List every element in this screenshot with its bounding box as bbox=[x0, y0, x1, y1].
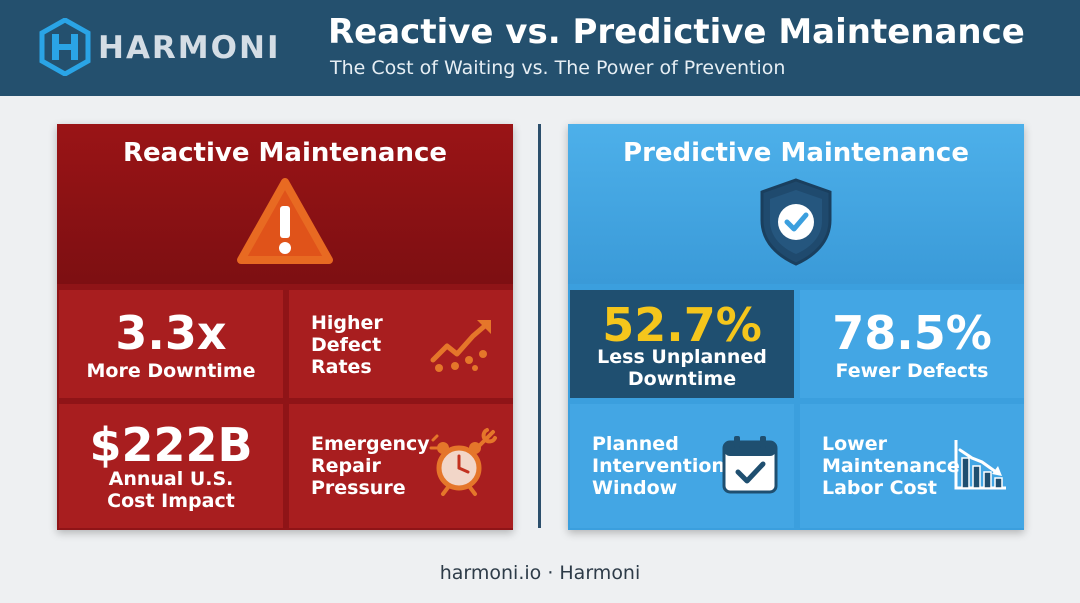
center-divider bbox=[538, 124, 541, 528]
calendar-check-icon bbox=[722, 436, 778, 494]
labor-label: Lower Maintenance Labor Cost bbox=[822, 433, 960, 499]
predictive-labor-tile: Lower Maintenance Labor Cost bbox=[800, 404, 1024, 528]
declining-bar-chart-icon bbox=[954, 440, 1006, 490]
page-subtitle: The Cost of Waiting vs. The Power of Pre… bbox=[330, 57, 786, 79]
defect-reduction-caption: Fewer Defects bbox=[835, 360, 989, 382]
reactive-downtime-tile: 3.3x More Downtime bbox=[59, 290, 283, 398]
defect-reduction-value: 78.5% bbox=[832, 306, 992, 360]
planned-label: Planned Intervention Window bbox=[592, 433, 725, 499]
predictive-panel: Predictive Maintenance 52.7% Less Unplan… bbox=[568, 124, 1024, 530]
footer-text[interactable]: harmoni.io · Harmoni bbox=[439, 562, 641, 584]
reactive-defect-tile: Higher Defect Rates bbox=[289, 290, 513, 398]
annual-cost-caption: Annual U.S. Cost Impact bbox=[107, 468, 235, 512]
predictive-panel-header: Predictive Maintenance bbox=[568, 124, 1024, 284]
predictive-defect-tile: 78.5% Fewer Defects bbox=[800, 290, 1024, 398]
shield-check-icon bbox=[760, 178, 832, 266]
predictive-downtime-tile: 52.7% Less Unplanned Downtime bbox=[570, 290, 794, 398]
reactive-cost-tile: $222B Annual U.S. Cost Impact bbox=[59, 404, 283, 528]
reactive-emergency-tile: Emergency Repair Pressure bbox=[289, 404, 513, 528]
downtime-multiplier: 3.3x bbox=[115, 306, 227, 360]
annual-cost-value: $222B bbox=[89, 418, 253, 472]
brand-name: HARMONI bbox=[98, 30, 281, 66]
downtime-reduction-value: 52.7% bbox=[602, 298, 762, 352]
predictive-planned-tile: Planned Intervention Window bbox=[570, 404, 794, 528]
downtime-caption: More Downtime bbox=[86, 360, 256, 382]
rising-trend-icon bbox=[430, 320, 491, 372]
reactive-panel: Reactive Maintenance 3.3x More Downtime … bbox=[57, 124, 513, 530]
header-banner: HARMONI Reactive vs. Predictive Maintena… bbox=[0, 0, 1080, 96]
reactive-title: Reactive Maintenance bbox=[122, 138, 448, 168]
reactive-panel-header: Reactive Maintenance bbox=[57, 124, 513, 284]
page-title: Reactive vs. Predictive Maintenance bbox=[328, 12, 1025, 52]
harmoni-logo-icon bbox=[39, 18, 91, 76]
warning-triangle-icon bbox=[237, 178, 333, 264]
predictive-title: Predictive Maintenance bbox=[623, 138, 969, 168]
downtime-reduction-caption: Less Unplanned Downtime bbox=[597, 346, 767, 390]
emergency-label: Emergency Repair Pressure bbox=[311, 433, 430, 499]
defect-label: Higher Defect Rates bbox=[311, 312, 383, 378]
alarm-clock-wrench-icon bbox=[429, 428, 497, 496]
